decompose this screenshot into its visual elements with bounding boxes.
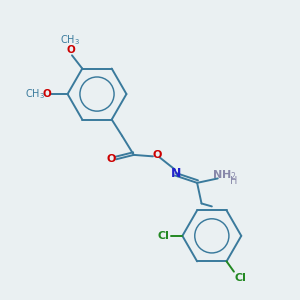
Text: O: O [106,154,116,164]
Text: O: O [153,150,162,160]
Text: Cl: Cl [157,231,169,241]
Text: H: H [230,176,238,186]
Text: CH$_3$: CH$_3$ [25,87,45,101]
Text: N: N [170,167,181,180]
Text: NH$_2$: NH$_2$ [212,169,236,182]
Text: O: O [43,89,52,99]
Text: CH$_3$: CH$_3$ [61,33,80,47]
Text: Cl: Cl [235,273,247,283]
Text: O: O [66,45,75,55]
